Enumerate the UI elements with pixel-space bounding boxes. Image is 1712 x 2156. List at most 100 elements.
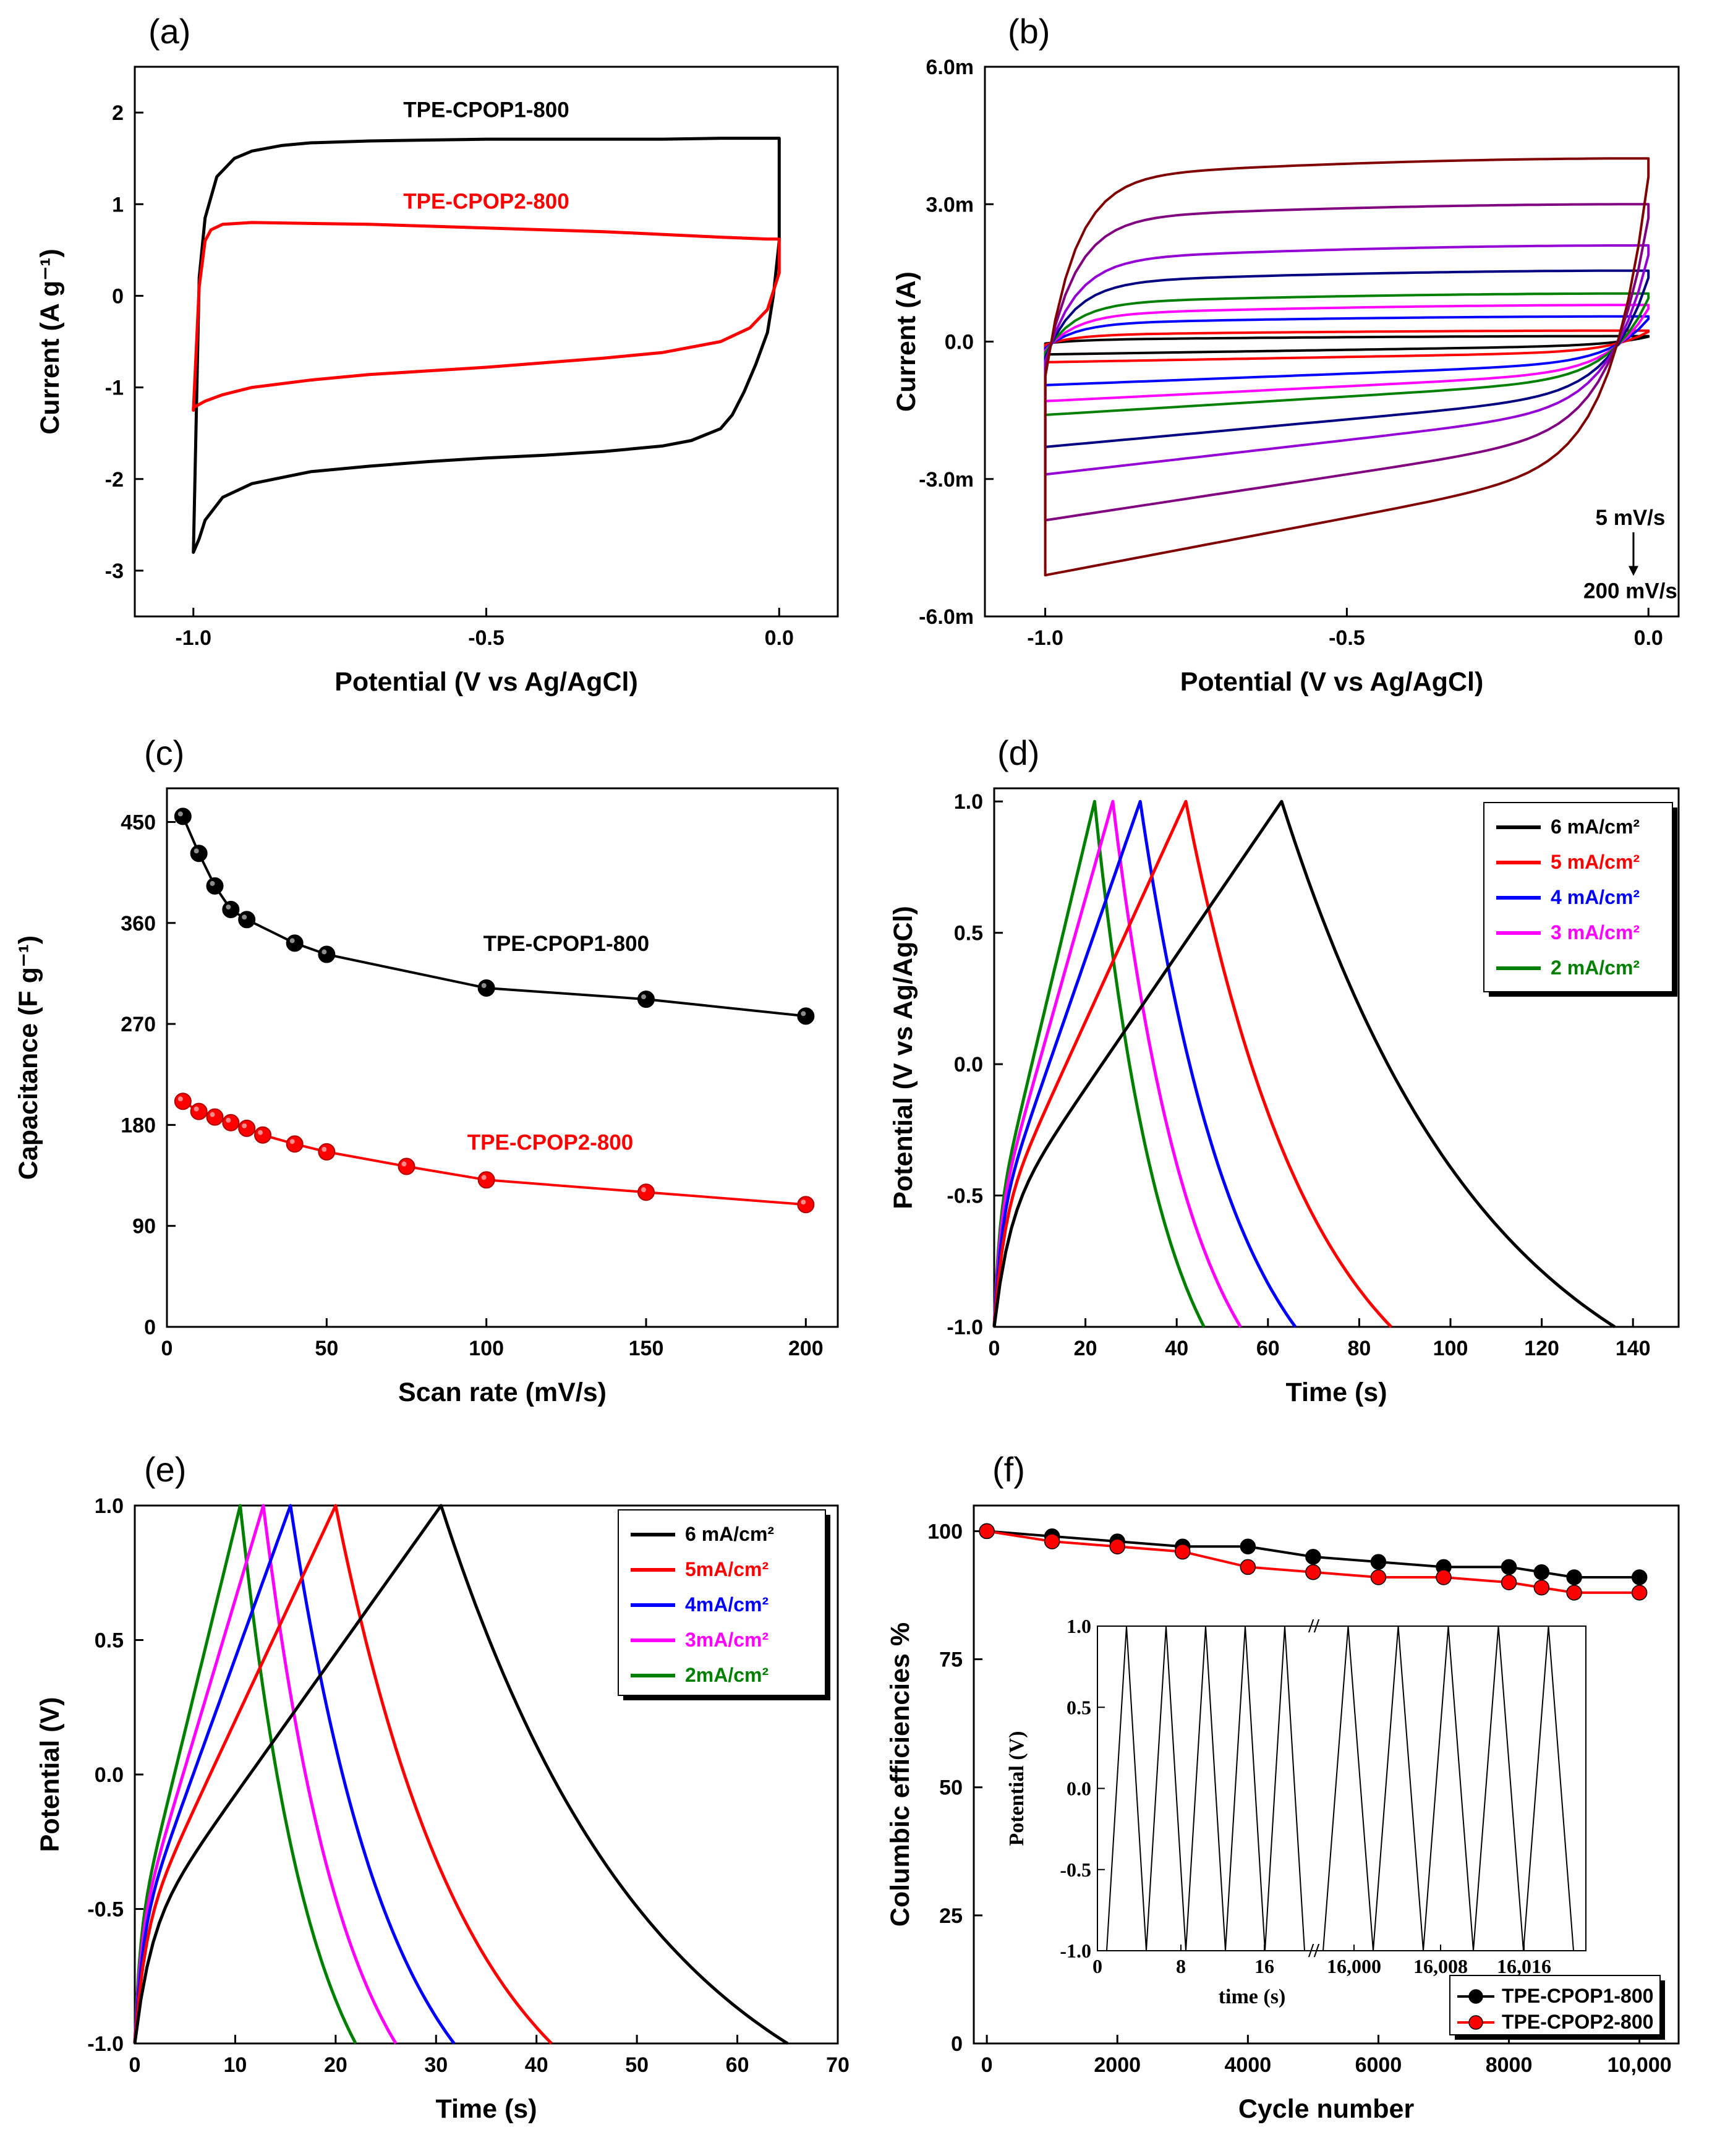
- gcd-curve: [992, 799, 1206, 1328]
- x-tick-label: 10,000: [1608, 2053, 1672, 2077]
- y-axis-title: Potential (V vs Ag/AgCl): [888, 906, 918, 1209]
- x-tick-label: 0: [981, 2053, 993, 2077]
- x-tick-label: 70: [826, 2053, 850, 2077]
- x-tick-label: 8000: [1486, 2053, 1533, 2077]
- inset-y-tick-label: -0.5: [1060, 1859, 1091, 1881]
- data-point: [1109, 1538, 1125, 1555]
- y-tick-label: -0.5: [87, 1898, 124, 1922]
- x-tick-label: 0.0: [1634, 626, 1663, 650]
- cv-loop: [1044, 329, 1650, 364]
- y-tick-label: 270: [121, 1013, 156, 1036]
- y-tick-label: -0.5: [947, 1185, 983, 1208]
- x-tick-label: 40: [525, 2053, 548, 2077]
- panel-letter: (f): [992, 1450, 1025, 1489]
- scan-rate-label-start: 5 mV/s: [1596, 506, 1666, 530]
- cv-loop: [1044, 269, 1650, 448]
- x-tick-label: 20: [1074, 1337, 1097, 1360]
- y-tick-label: -3: [105, 560, 124, 583]
- data-point: [238, 1119, 256, 1137]
- plot-frame: [973, 1504, 1680, 2045]
- y-tick-label: 0.5: [954, 922, 983, 945]
- x-tick-label: 10: [224, 2053, 247, 2077]
- data-point-highlight: [177, 811, 183, 817]
- y-tick-label: 0: [112, 284, 124, 308]
- inset-x-tick-label: 16,008: [1413, 1955, 1468, 1977]
- y-tick-label: 75: [939, 1648, 963, 1672]
- data-point-highlight: [226, 904, 231, 910]
- y-tick-label: 6.0m: [926, 56, 974, 79]
- data-point-highlight: [801, 1199, 806, 1205]
- y-axis-title: Potential (V): [35, 1697, 65, 1852]
- x-tick-label: 150: [629, 1337, 664, 1360]
- legend-marker: [1468, 1989, 1483, 2004]
- y-tick-label: -1.0: [947, 1316, 983, 1339]
- legend-label: 3 mA/cm²: [1551, 921, 1640, 944]
- x-axis-title: Time (s): [435, 2094, 537, 2124]
- inset: -1.0 -0.5 0.0 0.5 1.0 0 8 16 16,000 16,008 16,016 /…: [1005, 1614, 1586, 2008]
- inset-x-tick-label: 16: [1254, 1955, 1274, 1977]
- data-point: [1501, 1574, 1517, 1591]
- gcd-curve: [992, 799, 1242, 1328]
- y-tick-label: 1: [112, 193, 124, 216]
- x-tick-label: 0: [161, 1337, 173, 1360]
- x-axis-title: Scan rate (mV/s): [398, 1378, 607, 1407]
- y-axis-title: Current (A g⁻¹): [35, 249, 65, 435]
- legend-box: [1449, 1975, 1661, 2035]
- data-point: [477, 979, 495, 997]
- x-tick-label: 0.0: [765, 626, 794, 650]
- legend-label: 2mA/cm²: [685, 1664, 769, 1686]
- x-tick-label: 140: [1616, 1337, 1651, 1360]
- data-point-highlight: [641, 994, 646, 1000]
- data-point: [238, 911, 256, 929]
- data-point: [1566, 1569, 1582, 1585]
- gcd-curve: [133, 1504, 357, 2045]
- x-tick-label: 50: [315, 1337, 338, 1360]
- data-point-highlight: [242, 1123, 247, 1128]
- inset-frame: [1097, 1626, 1586, 1951]
- x-tick-label: 4000: [1225, 2053, 1272, 2077]
- y-tick-label: 0: [951, 2032, 963, 2056]
- y-tick-label: -2: [105, 468, 124, 492]
- cv-loop: [1044, 244, 1650, 476]
- gcd-curve: [133, 1504, 456, 2045]
- data-point-highlight: [226, 1117, 231, 1123]
- data-point: [797, 1196, 815, 1214]
- x-tick-label: 50: [625, 2053, 649, 2077]
- y-tick-label: 1.0: [954, 790, 983, 814]
- axis-break-mark: //: [1308, 1939, 1320, 1961]
- inset-y-tick-label: 0.0: [1067, 1778, 1091, 1800]
- data-point: [318, 945, 336, 963]
- inset-x-tick-label: 0: [1092, 1955, 1102, 1977]
- y-tick-label: 0: [144, 1316, 156, 1339]
- data-point: [1175, 1543, 1191, 1560]
- axis-break-mark: //: [1308, 1614, 1320, 1637]
- y-tick-label: 25: [939, 1904, 963, 1928]
- data-point: [1370, 1569, 1387, 1585]
- legend: 6 mA/cm² 5 mA/cm² 4 mA/cm² 3 mA/cm² 2 mA/cm²: [1483, 802, 1677, 997]
- x-tick-label: 200: [788, 1337, 824, 1360]
- x-tick-label: 60: [1256, 1337, 1280, 1360]
- gcd-curve: [133, 1504, 553, 2045]
- data-point: [1533, 1579, 1550, 1596]
- x-tick-label: 120: [1524, 1337, 1559, 1360]
- data-point: [174, 1093, 192, 1110]
- plot-frame: [984, 66, 1680, 618]
- x-axis-title: Potential (V vs Ag/AgCl): [334, 667, 638, 697]
- y-tick-label: 450: [121, 811, 156, 834]
- y-tick-label: 100: [927, 1520, 963, 1543]
- legend-box: [618, 1509, 826, 1696]
- y-tick-label: 0.0: [95, 1763, 124, 1787]
- inset-y-tick-label: 0.5: [1067, 1696, 1091, 1718]
- x-tick-label: -1.0: [1027, 626, 1063, 650]
- data-point-highlight: [242, 914, 247, 920]
- x-axis-title: Potential (V vs Ag/AgCl): [1180, 667, 1484, 697]
- cv-loop: [1044, 304, 1650, 403]
- panel-f-axes: 0 2000 4000 6000 8000 10,000 0 25 50 75 100 Cycle n…: [885, 1450, 1680, 2124]
- x-tick-label: -0.5: [1329, 626, 1365, 650]
- gcd-curve: [992, 799, 1392, 1328]
- data-point: [637, 991, 655, 1008]
- cv-loop: [1044, 203, 1650, 522]
- data-point: [254, 1126, 271, 1144]
- x-tick-label: 100: [1433, 1337, 1468, 1360]
